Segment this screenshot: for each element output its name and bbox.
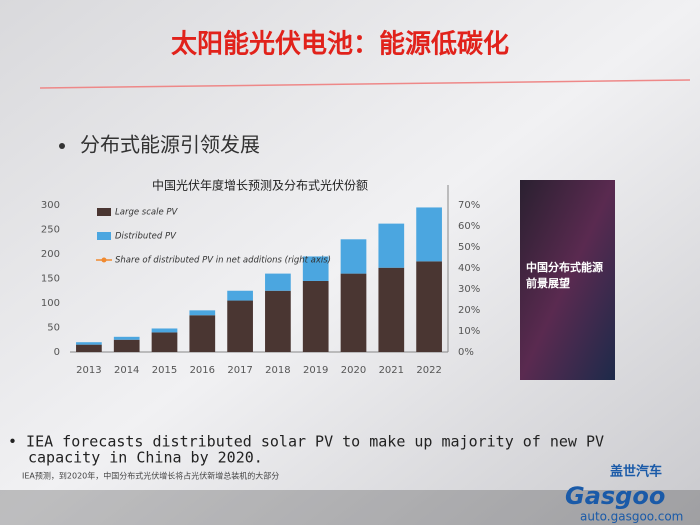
book-title: 中国分布式能源	[526, 260, 603, 274]
x-tick-label: 2018	[265, 365, 290, 376]
bar	[151, 328, 178, 333]
legend-marker	[101, 257, 107, 263]
bar	[189, 310, 216, 316]
bar	[416, 207, 442, 262]
note-en: capacity in China by 2020.	[28, 449, 263, 467]
bar	[340, 239, 367, 274]
bar	[416, 261, 442, 352]
y-tick-label: 0	[54, 347, 60, 358]
y-tick-label: 250	[41, 225, 60, 236]
x-tick-label: 2013	[76, 365, 101, 376]
legend-label: Share of distributed PV in net additions…	[115, 256, 331, 266]
note-cn: IEA预测，到2020年，中国分布式光伏增长将占光伏新增总装机的大部分	[22, 471, 279, 481]
y2-tick-label: 20%	[458, 305, 480, 316]
y2-tick-label: 0%	[458, 347, 474, 358]
bar	[113, 339, 140, 352]
x-tick-label: 2014	[114, 365, 139, 376]
y2-tick-label: 60%	[458, 221, 480, 232]
bar	[113, 336, 140, 340]
bar	[378, 223, 405, 268]
legend-swatch	[97, 208, 111, 216]
watermark: 盖世汽车	[610, 464, 662, 480]
bar	[265, 290, 291, 352]
y2-tick-label: 10%	[458, 326, 480, 337]
bullet: 分布式能源引领发展	[80, 133, 260, 157]
bar	[227, 300, 253, 352]
legend-swatch	[97, 232, 111, 240]
x-tick-label: 2017	[227, 365, 252, 376]
bar	[302, 256, 329, 281]
chart-title: 中国光伏年度增长预测及分布式光伏份额	[152, 178, 368, 193]
bullet-dot	[59, 143, 65, 149]
watermark: Gasgoo	[565, 482, 665, 510]
book-title: 前景展望	[526, 276, 570, 290]
bar	[189, 315, 216, 352]
y2-tick-label: 70%	[458, 200, 480, 211]
bar	[76, 344, 102, 352]
y-tick-label: 150	[41, 274, 60, 285]
bar	[76, 342, 102, 345]
book-cover	[520, 180, 615, 380]
x-tick-label: 2015	[152, 365, 177, 376]
watermark: auto.gasgoo.com	[580, 510, 683, 524]
bar	[302, 280, 329, 352]
bar	[265, 273, 291, 291]
y-tick-label: 300	[41, 200, 60, 211]
audience-shadow	[0, 490, 700, 525]
x-tick-label: 2021	[379, 365, 404, 376]
bar	[151, 332, 178, 352]
x-tick-label: 2019	[303, 365, 328, 376]
title-rule	[39, 79, 691, 89]
y2-tick-label: 30%	[458, 284, 480, 295]
bar	[378, 267, 405, 352]
x-tick-label: 2020	[341, 365, 366, 376]
y-tick-label: 50	[47, 323, 60, 334]
slide-title: 太阳能光伏电池：能源低碳化	[171, 29, 509, 60]
x-tick-label: 2022	[416, 365, 441, 376]
y2-tick-label: 40%	[458, 263, 480, 274]
bar	[227, 290, 253, 301]
bar	[340, 273, 367, 352]
y-tick-label: 100	[41, 298, 60, 309]
note-en: • IEA forecasts distributed solar PV to …	[8, 433, 604, 451]
y2-tick-label: 50%	[458, 242, 480, 253]
x-tick-label: 2016	[190, 365, 215, 376]
legend-label: Large scale PV	[115, 208, 178, 218]
legend-label: Distributed PV	[115, 232, 177, 242]
y-tick-label: 200	[41, 249, 60, 260]
